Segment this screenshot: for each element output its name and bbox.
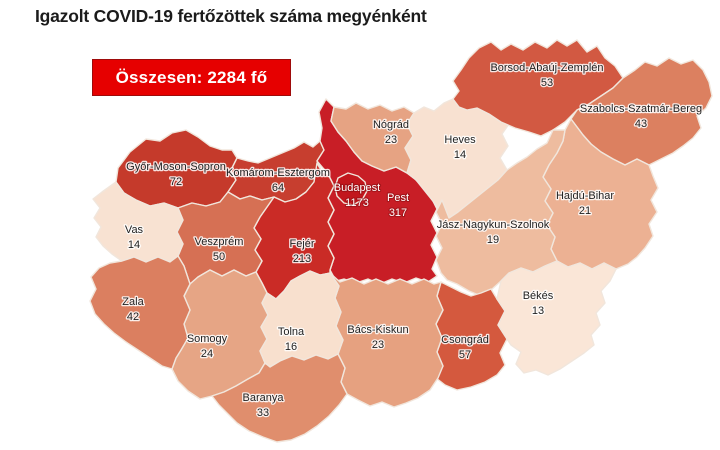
county-shapes [89, 39, 713, 443]
county-label-value: 317 [389, 207, 407, 219]
county-label-value: 53 [541, 77, 553, 89]
county-label-value: 57 [459, 349, 471, 361]
county-label-value: 50 [213, 251, 225, 263]
county-label-value: 23 [385, 134, 397, 146]
county-label-name: Baranya [243, 392, 285, 404]
county-label-value: 16 [285, 341, 297, 353]
county-label-value: 72 [170, 176, 182, 188]
county-label-name: Zala [122, 296, 144, 308]
county-label-name: Heves [444, 134, 476, 146]
county-label-value: 1173 [345, 197, 369, 209]
page-title: Igazolt COVID-19 fertőzöttek száma megyé… [35, 6, 427, 26]
county-bekes [496, 260, 617, 376]
county-label-value: 23 [372, 339, 384, 351]
county-budapest [334, 172, 368, 206]
county-label-value: 33 [257, 407, 269, 419]
county-label-name: Borsod-Abaúj-Zemplén [490, 62, 603, 74]
county-label-name: Békés [523, 290, 554, 302]
county-label-name: Hajdú-Bihar [556, 190, 614, 202]
county-label-name: Szabolcs-Szatmár-Bereg [580, 103, 702, 115]
county-label-name: Pest [387, 192, 409, 204]
county-label-name: Nógrád [373, 119, 409, 131]
county-baranya [211, 353, 348, 443]
total-badge: Összesen: 2284 fő [92, 59, 291, 96]
county-label-value: 14 [454, 149, 466, 161]
county-label-value: 19 [487, 234, 499, 246]
county-label-name: Komárom-Esztergom [226, 167, 330, 179]
county-label-value: 21 [579, 205, 591, 217]
county-label-name: Csongrád [441, 334, 489, 346]
county-label-name: Vas [125, 224, 144, 236]
county-label-value: 24 [201, 348, 213, 360]
county-label-name: Győr-Moson-Sopron [126, 161, 226, 173]
county-label-value: 64 [272, 182, 284, 194]
county-bacs-kiskun [329, 272, 444, 408]
county-zala [89, 255, 191, 370]
county-jasz-nagykun-szolnok [435, 129, 566, 297]
county-borsod-abauj-zemplen [452, 39, 624, 137]
county-label-name: Somogy [187, 333, 228, 345]
county-label-value: 13 [532, 305, 544, 317]
county-label-value: 42 [127, 311, 139, 323]
county-label-name: Budapest [334, 182, 380, 194]
county-label-value: 14 [128, 239, 140, 251]
county-label-name: Tolna [278, 326, 305, 338]
county-label-name: Veszprém [195, 236, 244, 248]
county-label-name: Bács-Kiskun [347, 324, 408, 336]
county-label-value: 43 [635, 118, 647, 130]
county-label-value: 213 [293, 253, 311, 265]
county-labels: Győr-Moson-Sopron 72 Komárom-Esztergom 6… [121, 61, 703, 421]
county-label-name: Fejér [289, 238, 314, 250]
county-label-name: Jász-Nagykun-Szolnok [437, 219, 550, 231]
